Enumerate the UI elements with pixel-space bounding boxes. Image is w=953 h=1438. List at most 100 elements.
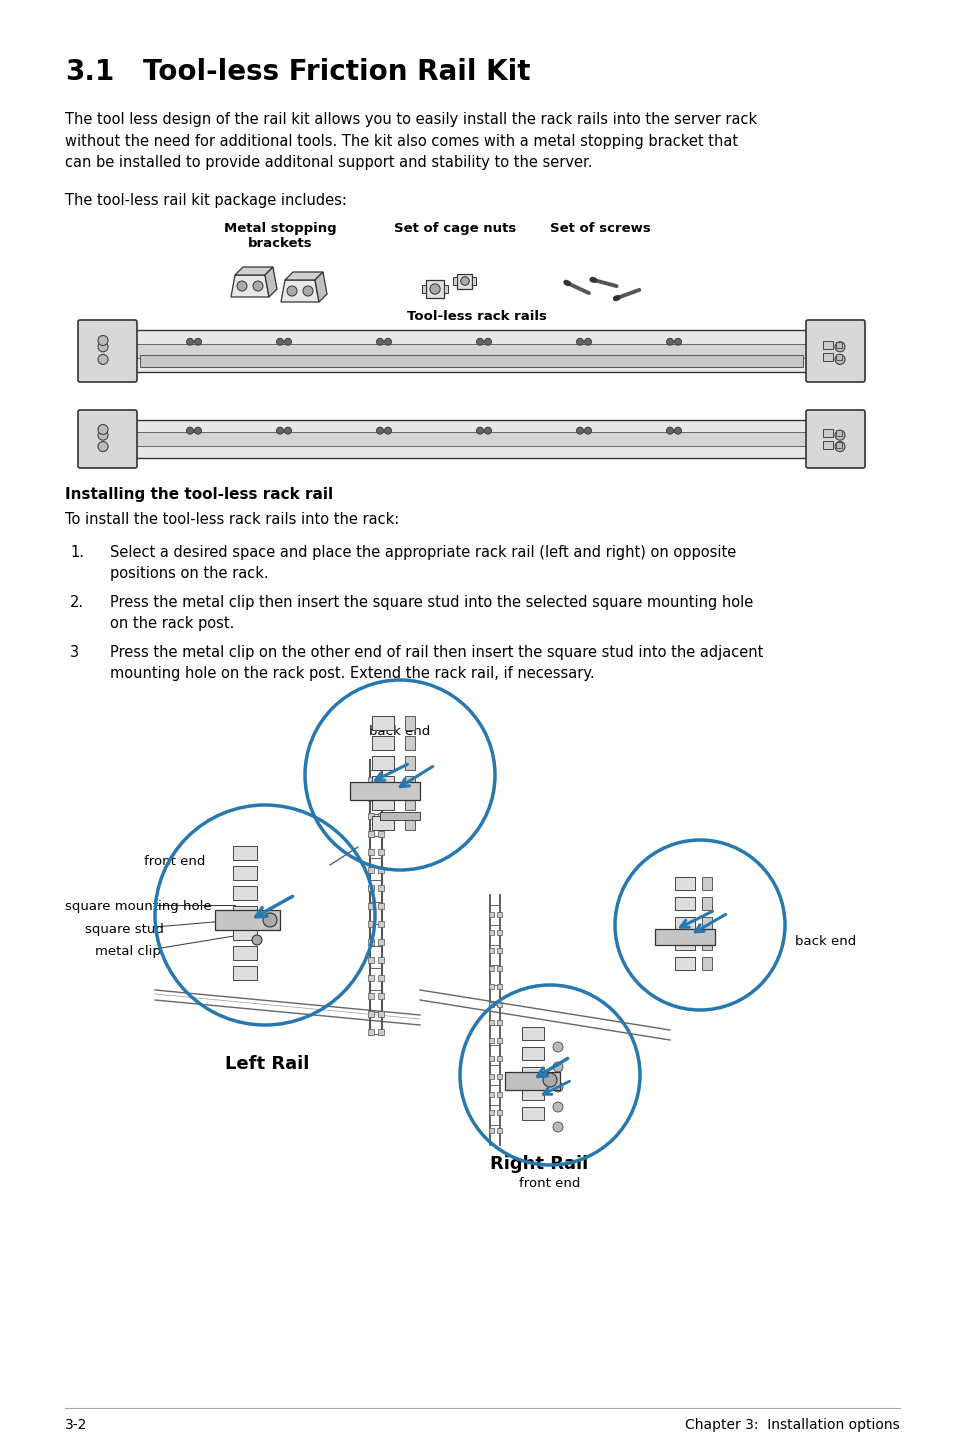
Text: metal clip: metal clip — [95, 945, 161, 958]
Text: Press the metal clip on the other end of rail then insert the square stud into t: Press the metal clip on the other end of… — [110, 646, 762, 682]
Circle shape — [476, 357, 482, 364]
Circle shape — [666, 338, 673, 345]
Circle shape — [98, 441, 108, 452]
Bar — [368, 848, 374, 856]
Bar — [214, 910, 280, 930]
Bar — [489, 912, 494, 917]
Bar — [405, 777, 415, 789]
Circle shape — [98, 354, 108, 364]
Bar — [405, 716, 415, 731]
Bar — [497, 930, 501, 935]
Bar — [372, 797, 394, 810]
Circle shape — [376, 357, 382, 364]
Circle shape — [284, 338, 292, 345]
Circle shape — [263, 913, 276, 928]
Bar — [504, 1071, 559, 1090]
Bar — [497, 1110, 501, 1114]
Bar — [443, 285, 448, 293]
Bar — [489, 1002, 494, 1007]
Circle shape — [834, 441, 844, 452]
Text: Select a desired space and place the appropriate rack rail (left and right) on o: Select a desired space and place the app… — [110, 545, 736, 581]
Bar — [377, 795, 384, 801]
Circle shape — [553, 1063, 562, 1071]
Text: back end: back end — [369, 725, 430, 738]
Bar — [377, 958, 384, 963]
Text: Set of screws: Set of screws — [549, 221, 650, 234]
Circle shape — [553, 1081, 562, 1091]
Bar — [368, 831, 374, 837]
Circle shape — [236, 280, 247, 290]
Text: square stud: square stud — [85, 923, 164, 936]
Bar — [489, 1038, 494, 1043]
Text: back end: back end — [794, 935, 856, 948]
Bar — [472, 278, 476, 285]
Circle shape — [553, 1122, 562, 1132]
Circle shape — [553, 1102, 562, 1112]
Text: front end: front end — [144, 856, 205, 869]
Circle shape — [98, 342, 108, 352]
Polygon shape — [314, 272, 327, 302]
Bar — [497, 984, 501, 989]
Bar — [140, 355, 802, 367]
Bar — [497, 1055, 501, 1061]
Circle shape — [577, 357, 582, 364]
Circle shape — [542, 1073, 557, 1087]
Bar — [233, 926, 256, 940]
Bar — [405, 756, 415, 769]
Bar — [368, 1030, 374, 1035]
Bar — [377, 812, 384, 820]
Bar — [368, 884, 374, 892]
Bar — [835, 354, 841, 361]
Bar — [701, 877, 711, 890]
Bar — [835, 430, 841, 436]
Bar — [85, 420, 857, 457]
Bar — [368, 903, 374, 909]
Circle shape — [584, 338, 591, 345]
Circle shape — [666, 357, 672, 364]
Bar — [489, 1091, 494, 1097]
Bar — [835, 342, 841, 348]
Bar — [233, 906, 256, 920]
Circle shape — [584, 357, 590, 364]
Text: 3.1: 3.1 — [65, 58, 114, 86]
Bar — [377, 777, 384, 784]
Circle shape — [303, 286, 313, 296]
Circle shape — [674, 427, 680, 434]
Polygon shape — [281, 280, 318, 302]
Circle shape — [576, 427, 583, 434]
Text: 3: 3 — [70, 646, 79, 660]
Bar — [377, 867, 384, 873]
Bar — [377, 939, 384, 945]
Bar — [497, 948, 501, 953]
Circle shape — [287, 286, 296, 296]
Circle shape — [674, 338, 680, 345]
Bar — [489, 1020, 494, 1025]
Bar — [835, 441, 841, 447]
FancyBboxPatch shape — [78, 321, 137, 383]
Bar — [489, 1127, 494, 1133]
Text: Tool-less Friction Rail Kit: Tool-less Friction Rail Kit — [143, 58, 530, 86]
Circle shape — [253, 280, 263, 290]
Circle shape — [98, 335, 108, 345]
Circle shape — [376, 427, 383, 434]
Circle shape — [285, 357, 291, 364]
Bar — [655, 929, 714, 945]
Bar — [368, 958, 374, 963]
Polygon shape — [231, 275, 269, 298]
Text: Tool-less rack rails: Tool-less rack rails — [407, 311, 546, 324]
Bar — [233, 866, 256, 880]
Bar — [675, 897, 695, 910]
Bar — [822, 440, 832, 449]
Circle shape — [576, 338, 583, 345]
Bar — [421, 285, 426, 293]
Bar — [377, 975, 384, 981]
Bar — [489, 1110, 494, 1114]
Text: Metal stopping
brackets: Metal stopping brackets — [223, 221, 336, 250]
Bar — [489, 948, 494, 953]
Bar — [497, 1038, 501, 1043]
Bar — [489, 966, 494, 971]
Bar — [377, 994, 384, 999]
Text: Set of cage nuts: Set of cage nuts — [394, 221, 516, 234]
Bar — [350, 782, 419, 800]
Text: Left Rail: Left Rail — [225, 1055, 309, 1073]
